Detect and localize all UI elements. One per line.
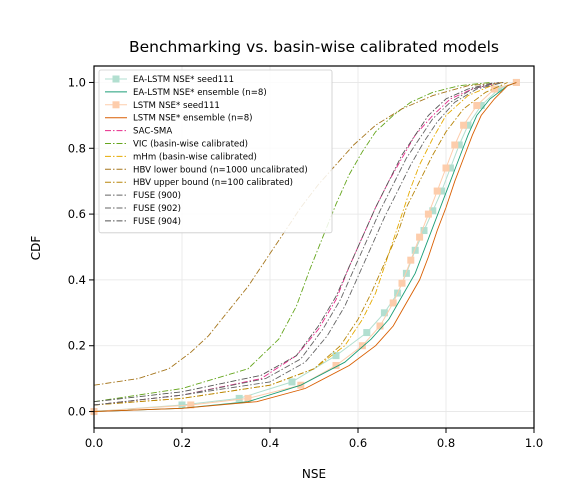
- legend-item-0: EA-LSTM NSE* seed111: [105, 75, 234, 85]
- series-3: [93, 82, 517, 412]
- legend-item-8: HBV upper bound (n=100 calibrated): [105, 178, 293, 188]
- series-line-1: [93, 82, 517, 412]
- series-line-9: [93, 82, 504, 406]
- series-0-point-1: [178, 401, 186, 409]
- series-0-point-9: [411, 246, 419, 254]
- series-2-point-10: [416, 233, 424, 241]
- series-0-point-11: [429, 207, 437, 215]
- series-2-point-11: [424, 210, 432, 218]
- y-tick-label-4: 0.8: [68, 141, 86, 155]
- series-0-point-13: [446, 164, 454, 172]
- legend-item-11: FUSE (904): [105, 217, 181, 227]
- legend-label-7: HBV lower bound (n=1000 uncalibrated): [133, 165, 308, 175]
- series-line-8: [93, 82, 508, 406]
- series-5: [93, 82, 491, 403]
- y-tick-label-0: 0.0: [68, 405, 86, 419]
- legend-swatch-marker-2: [112, 101, 120, 109]
- series-line-11: [93, 82, 495, 403]
- series-0-point-2: [235, 394, 243, 402]
- series-2-point-12: [433, 187, 441, 195]
- y-tick-label-5: 1.0: [68, 75, 86, 89]
- series-0-point-3: [288, 378, 296, 386]
- series-2-point-8: [398, 279, 406, 287]
- legend-label-4: SAC-SMA: [133, 127, 172, 137]
- series-2-point-15: [460, 121, 468, 129]
- series-0-point-15: [464, 121, 472, 129]
- x-tick-label-0: 0.0: [85, 436, 103, 450]
- series-2-point-7: [389, 299, 397, 307]
- x-axis-label: NSE: [302, 467, 326, 481]
- legend-item-7: HBV lower bound (n=1000 uncalibrated): [105, 165, 308, 175]
- series-11: [93, 82, 495, 403]
- legend-item-10: FUSE (902): [105, 204, 181, 214]
- legend: EA-LSTM NSE* seed111 EA-LSTM NSE* ensembl…: [98, 69, 333, 234]
- legend-item-9: FUSE (900): [105, 191, 181, 201]
- y-axis: 0.0 0.2 0.4 0.6 0.8 1.0: [68, 75, 94, 419]
- legend-item-3: LSTM NSE* ensemble (n=8): [105, 114, 253, 124]
- series-0-point-6: [380, 309, 388, 317]
- legend-label-2: LSTM NSE* seed111: [133, 101, 220, 111]
- legend-label-6: mHm (basin-wise calibrated): [133, 152, 257, 162]
- legend-item-6: mHm (basin-wise calibrated): [105, 152, 257, 162]
- legend-item-4: SAC-SMA: [105, 127, 172, 137]
- chart-title: Benchmarking vs. basin-wise calibrated m…: [129, 38, 499, 56]
- series-1: [93, 82, 517, 412]
- legend-label-5: VIC (basin-wise calibrated): [133, 140, 248, 150]
- series-0-point-12: [438, 187, 446, 195]
- y-tick-label-2: 0.4: [68, 273, 86, 287]
- series-0-point-14: [455, 141, 463, 149]
- series-2-point-13: [442, 164, 450, 172]
- legend-box: [98, 69, 333, 234]
- y-tick-label-1: 0.2: [68, 339, 86, 353]
- series-line-7: [93, 82, 504, 386]
- plot-frame: [93, 65, 535, 429]
- legend-label-11: FUSE (904): [133, 217, 181, 227]
- legend-label-10: FUSE (902): [133, 204, 181, 214]
- series-2-point-1: [187, 401, 195, 409]
- series-0-point-10: [420, 227, 428, 235]
- series-2-point-2: [244, 394, 252, 402]
- series-line-5: [93, 82, 491, 403]
- x-tick-label-4: 0.8: [437, 436, 455, 450]
- x-tick-label-5: 1.0: [525, 436, 543, 450]
- x-tick-label-2: 0.4: [261, 436, 279, 450]
- series-8: [93, 82, 508, 406]
- series-2-point-17: [490, 85, 498, 93]
- series-layer: [90, 78, 520, 416]
- series-2-point-14: [451, 141, 459, 149]
- series-9: [93, 82, 504, 406]
- series-0-point-17: [495, 85, 503, 93]
- legend-item-1: EA-LSTM NSE* ensemble (n=8): [105, 88, 267, 98]
- series-0-point-4: [332, 352, 340, 360]
- legend-label-0: EA-LSTM NSE* seed111: [133, 75, 234, 85]
- series-2-point-9: [407, 256, 415, 264]
- legend-label-3: LSTM NSE* ensemble (n=8): [133, 114, 253, 124]
- series-7: [93, 82, 504, 386]
- series-2-point-5: [358, 342, 366, 350]
- y-tick-label-3: 0.6: [68, 207, 86, 221]
- series-2-point-16: [473, 101, 481, 109]
- series-line-3: [93, 82, 517, 412]
- series-0-point-8: [402, 269, 410, 277]
- legend-item-2: LSTM NSE* seed111: [105, 101, 220, 111]
- legend-swatch-marker-0: [112, 75, 120, 83]
- y-axis-label: CDF: [29, 236, 43, 261]
- series-2-point-4: [332, 361, 340, 369]
- legend-item-5: VIC (basin-wise calibrated): [105, 140, 248, 150]
- legend-label-1: EA-LSTM NSE* ensemble (n=8): [133, 88, 267, 98]
- series-0-point-5: [363, 329, 371, 337]
- series-2-point-6: [376, 322, 384, 330]
- x-tick-label-3: 0.6: [349, 436, 367, 450]
- legend-label-8: HBV upper bound (n=100 calibrated): [133, 178, 293, 188]
- x-axis: 0.0 0.2 0.4 0.6 0.8 1.0: [85, 428, 543, 450]
- series-0-point-16: [477, 101, 485, 109]
- series-2-point-18: [512, 78, 520, 86]
- legend-label-9: FUSE (900): [133, 191, 181, 201]
- x-tick-label-1: 0.2: [173, 436, 191, 450]
